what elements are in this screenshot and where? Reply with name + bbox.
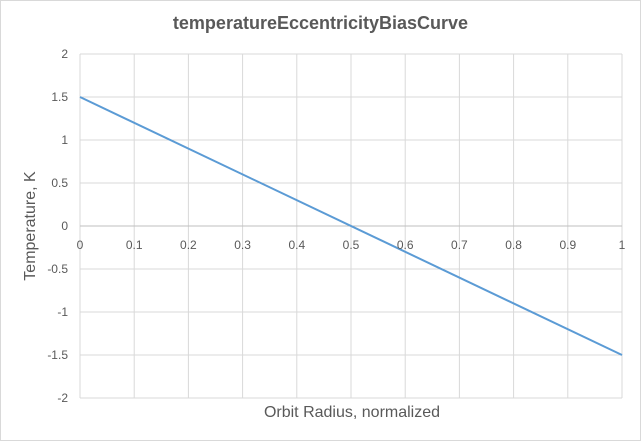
y-tick-label: 0	[61, 219, 68, 233]
x-tick-label: 1	[619, 238, 626, 252]
x-tick-label: 0.4	[288, 238, 305, 252]
y-tick-label: -1.5	[47, 348, 68, 362]
y-tick-label: 1	[61, 133, 68, 147]
y-tick-labels: 2 1.5 1 0.5 0 -0.5 -1 -1.5 -2	[47, 47, 68, 405]
x-tick-label: 0.2	[180, 238, 197, 252]
y-tick-label: 1.5	[51, 90, 68, 104]
x-tick-label: 0.9	[559, 238, 576, 252]
x-tick-label: 0.5	[343, 238, 360, 252]
y-tick-label: -1	[57, 305, 68, 319]
x-tick-labels: 0 0.1 0.2 0.3 0.4 0.5 0.6 0.7 0.8 0.9 1	[77, 238, 626, 252]
x-tick-label: 0.7	[451, 238, 468, 252]
chart-title: temperatureEccentricityBiasCurve	[172, 13, 469, 33]
x-axis-label: Orbit Radius, normalized	[263, 404, 441, 421]
x-tick-label: 0	[77, 238, 84, 252]
y-tick-label: -2	[57, 391, 68, 405]
series-lines	[79, 96, 623, 356]
x-tick-label: 0.3	[234, 238, 251, 252]
x-tick-label: 0.8	[505, 238, 522, 252]
series-line	[79, 96, 623, 356]
y-tick-label: -0.5	[47, 262, 68, 276]
x-tick-label: 0.1	[126, 238, 143, 252]
x-tick-label: 0.6	[397, 238, 414, 252]
y-tick-label: 2	[61, 47, 68, 61]
y-tick-label: 0.5	[51, 176, 68, 190]
